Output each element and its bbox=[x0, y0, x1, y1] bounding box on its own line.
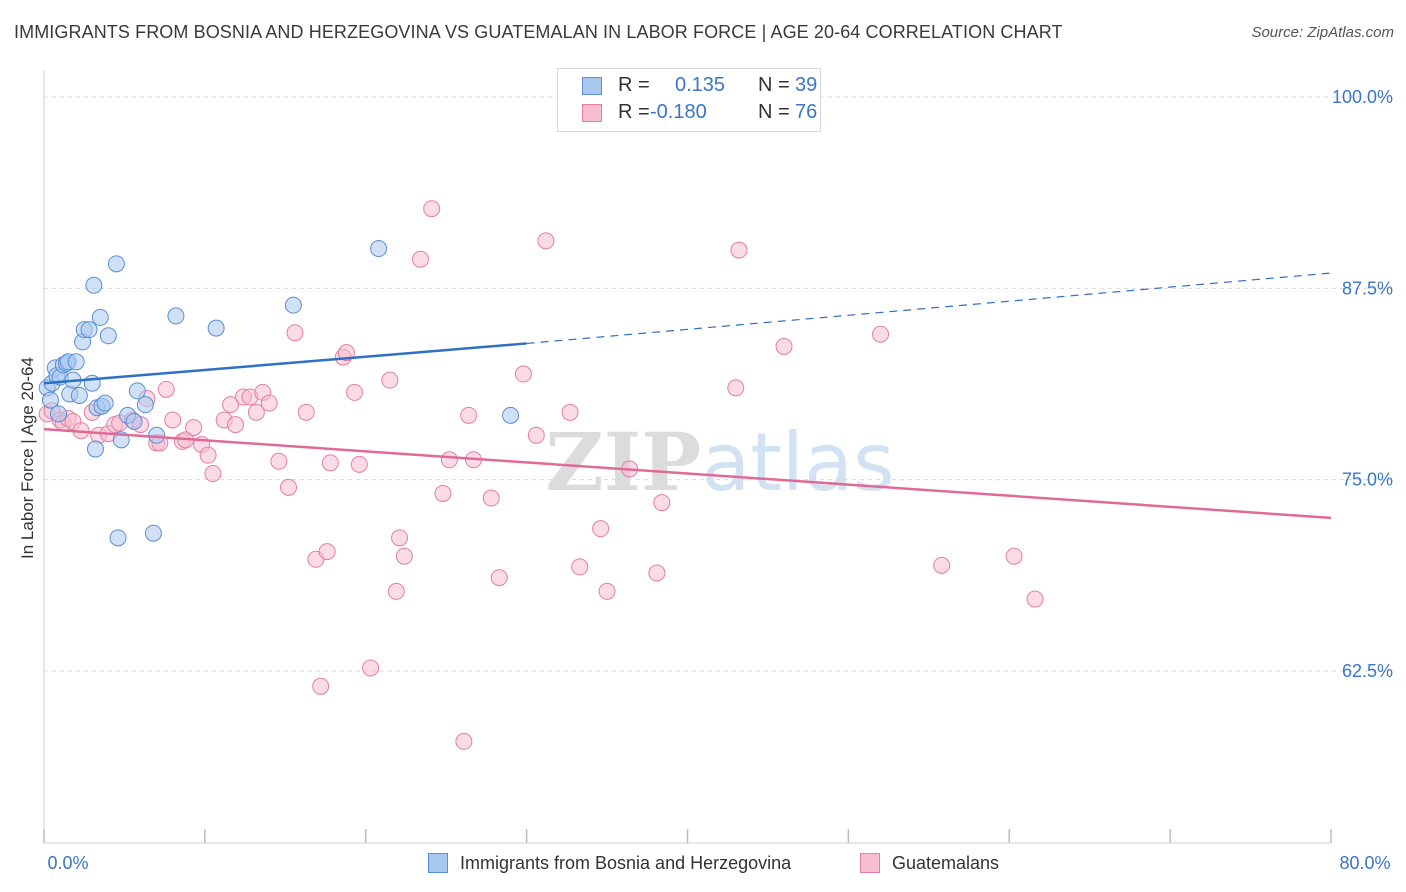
bosnia-point bbox=[67, 353, 85, 371]
guatemalan-point bbox=[270, 452, 288, 470]
bosnia-point bbox=[107, 255, 125, 273]
guatemalan-point bbox=[1026, 590, 1044, 608]
x-tick-label: 0.0% bbox=[47, 853, 88, 873]
guatemalan-point bbox=[440, 451, 458, 469]
bosnia-trend-extension bbox=[526, 272, 1332, 345]
legend-swatch-bosnia bbox=[582, 77, 602, 95]
guatemalan-point bbox=[514, 365, 532, 383]
guatemalan-trend-line bbox=[43, 427, 1332, 520]
guatemalan-point bbox=[411, 250, 429, 268]
bosnia-point bbox=[86, 440, 104, 458]
bosnia-point bbox=[91, 308, 109, 326]
guatemalan-point bbox=[345, 383, 363, 401]
y-tick-label: 62.5% bbox=[1342, 661, 1393, 681]
guatemalan-point bbox=[653, 494, 671, 512]
bosnia-point bbox=[167, 307, 185, 325]
bosnia-point bbox=[41, 391, 59, 409]
guatemalan-point bbox=[933, 556, 951, 574]
bosnia-point bbox=[125, 413, 143, 431]
guatemalan-point bbox=[648, 564, 666, 582]
guatemalan-point bbox=[537, 232, 555, 250]
guatemalan-point bbox=[460, 406, 478, 424]
y-tick-label: 87.5% bbox=[1342, 278, 1393, 298]
legend-r-value-bosnia: 0.135 bbox=[675, 74, 726, 96]
bosnia-point bbox=[99, 327, 117, 345]
guatemalan-point bbox=[571, 558, 589, 576]
guatemalan-point bbox=[286, 324, 304, 342]
bosnia-point bbox=[148, 426, 166, 444]
correlation-legend: R = 0.135 N = 39 R = -0.180 N = 76 bbox=[557, 68, 821, 132]
chart-title: IMMIGRANTS FROM BOSNIA AND HERZEGOVINA V… bbox=[14, 22, 1063, 42]
guatemalan-point bbox=[434, 484, 452, 502]
bosnia-trend-line bbox=[43, 342, 527, 385]
legend-n-label: N = bbox=[758, 101, 790, 123]
guatemalan-point bbox=[395, 547, 413, 565]
legend-swatch-guatemalan bbox=[860, 853, 880, 873]
bosnia-point bbox=[207, 319, 225, 337]
guatemalan-point bbox=[391, 529, 409, 547]
guatemalan-point bbox=[312, 677, 330, 695]
guatemalan-point bbox=[423, 200, 441, 218]
guatemalan-point bbox=[260, 394, 278, 412]
source-label: Source: ZipAtlas.com bbox=[1251, 24, 1394, 41]
guatemalan-point bbox=[297, 403, 315, 421]
y-tick-label: 100.0% bbox=[1332, 87, 1393, 107]
guatemalan-point bbox=[362, 659, 380, 677]
guatemalan-point bbox=[455, 732, 473, 750]
guatemalan-point bbox=[164, 411, 182, 429]
x-tick-label: 80.0% bbox=[1339, 853, 1390, 873]
bosnia-point bbox=[80, 321, 98, 339]
bosnia-point bbox=[85, 276, 103, 294]
legend-r-value-guatemalan: -0.180 bbox=[650, 101, 707, 123]
guatemalan-point bbox=[730, 241, 748, 259]
bosnia-point bbox=[136, 396, 154, 414]
watermark: ZIPatlas bbox=[545, 415, 894, 509]
guatemalan-point bbox=[527, 426, 545, 444]
legend-label-guatemalan: Guatemalans bbox=[892, 853, 1000, 873]
bosnia-point bbox=[109, 529, 127, 547]
guatemalan-point bbox=[350, 455, 368, 473]
guatemalan-point bbox=[775, 337, 793, 355]
guatemalan-point bbox=[204, 465, 222, 483]
guatemalan-point bbox=[727, 379, 745, 397]
bosnia-point bbox=[144, 524, 162, 542]
guatemalan-point bbox=[337, 344, 355, 362]
y-tick-label: 75.0% bbox=[1342, 470, 1393, 490]
legend-n-label: N = bbox=[758, 74, 790, 96]
bosnia-point bbox=[96, 394, 114, 412]
legend-n-value-guatemalan: 76 bbox=[795, 101, 818, 123]
guatemalan-point bbox=[592, 520, 610, 538]
guatemalan-point bbox=[381, 371, 399, 389]
guatemalan-point bbox=[318, 543, 336, 561]
guatemalan-point bbox=[280, 478, 298, 496]
bosnia-point bbox=[70, 386, 88, 404]
bosnia-point bbox=[284, 296, 302, 314]
legend-swatch-bosnia bbox=[428, 853, 448, 873]
guatemalan-point bbox=[561, 403, 579, 421]
y-axis-label: In Labor Force | Age 20-64 bbox=[18, 357, 37, 559]
guatemalan-point bbox=[598, 582, 616, 600]
guatemalan-point bbox=[185, 419, 203, 437]
legend-r-label: R = bbox=[618, 74, 650, 96]
bosnia-point bbox=[49, 405, 67, 423]
legend-r-label: R = bbox=[618, 101, 650, 123]
legend-label-bosnia: Immigrants from Bosnia and Herzegovina bbox=[460, 853, 792, 873]
guatemalan-point bbox=[482, 489, 500, 507]
guatemalan-point bbox=[226, 416, 244, 434]
guatemalan-point bbox=[1005, 547, 1023, 565]
guatemalan-point bbox=[490, 569, 508, 587]
legend-n-value-bosnia: 39 bbox=[795, 74, 818, 96]
bosnia-point bbox=[370, 240, 388, 258]
guatemalan-point bbox=[872, 325, 890, 343]
bosnia-point bbox=[502, 406, 520, 424]
legend-swatch-guatemalan bbox=[582, 104, 602, 122]
guatemalan-point bbox=[247, 403, 265, 421]
guatemalan-point bbox=[222, 396, 240, 414]
guatemalan-point bbox=[199, 446, 217, 464]
bosnia-point bbox=[128, 382, 146, 400]
guatemalan-point bbox=[387, 582, 405, 600]
guatemalan-point bbox=[321, 454, 339, 472]
guatemalan-point bbox=[157, 380, 175, 398]
